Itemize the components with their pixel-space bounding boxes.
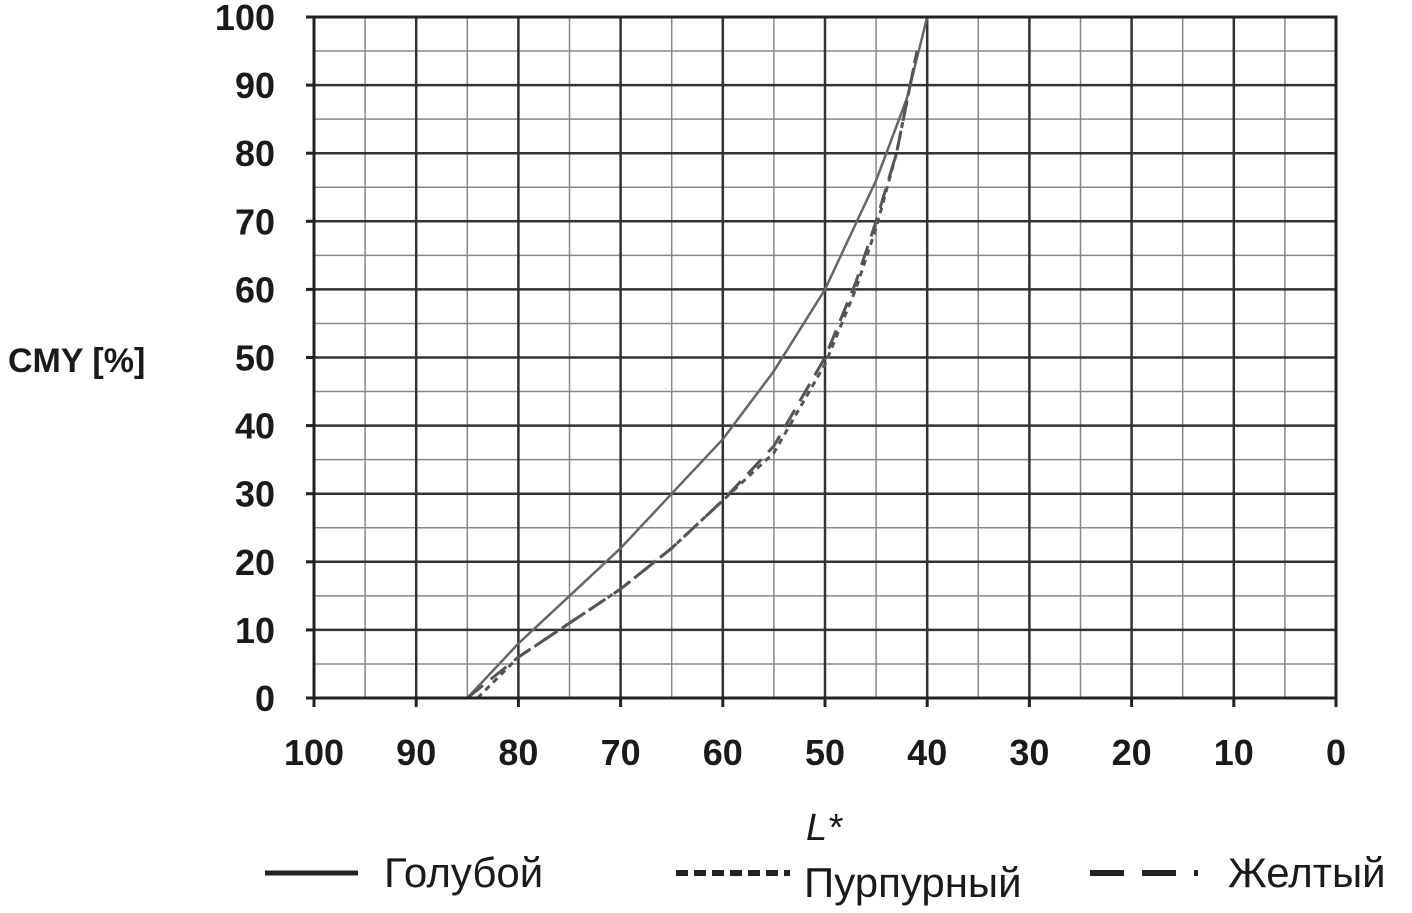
y-tick-label: 60 [235,269,275,310]
y-axis-ticks: 0 10 20 30 40 50 60 70 80 90 100 [215,0,314,719]
x-axis-label: L* [806,807,843,849]
x-tick-label: 40 [907,732,947,773]
x-tick-label: 70 [601,732,641,773]
y-tick-label: 80 [235,133,275,174]
y-tick-label: 0 [255,678,275,719]
y-tick-label: 30 [235,474,275,515]
series-lines [466,16,929,700]
x-tick-label: 0 [1326,732,1346,773]
y-tick-label: 90 [235,65,275,106]
x-tick-label: 90 [396,732,436,773]
y-tick-label: 70 [235,201,275,242]
x-tick-label: 80 [498,732,538,773]
x-tick-label: 20 [1112,732,1152,773]
plot-frame [312,15,1338,700]
y-axis-label: CMY [%] [8,342,145,380]
x-tick-label: 30 [1009,732,1049,773]
legend-label-magenta: Пурпурный [804,859,1022,906]
x-axis-ticks: 100 90 80 70 60 50 40 30 20 10 0 [284,698,1346,773]
y-tick-label: 10 [235,610,275,651]
x-tick-label: 50 [805,732,845,773]
y-tick-label: 50 [235,338,275,379]
y-tick-label: 100 [215,0,275,38]
series-line-1 [476,50,919,700]
x-tick-label: 100 [284,732,344,773]
y-tick-label: 40 [235,406,275,447]
major-grid [314,17,1336,698]
legend-label-yellow: Желтый [1228,849,1386,896]
legend-label-cyan: Голубой [384,849,543,896]
series-line-2 [466,50,919,700]
x-tick-label: 60 [703,732,743,773]
series-line-0 [466,16,929,699]
x-tick-label: 10 [1214,732,1254,773]
legend: Голубой Пурпурный Желтый [265,849,1386,906]
y-tick-label: 20 [235,542,275,583]
